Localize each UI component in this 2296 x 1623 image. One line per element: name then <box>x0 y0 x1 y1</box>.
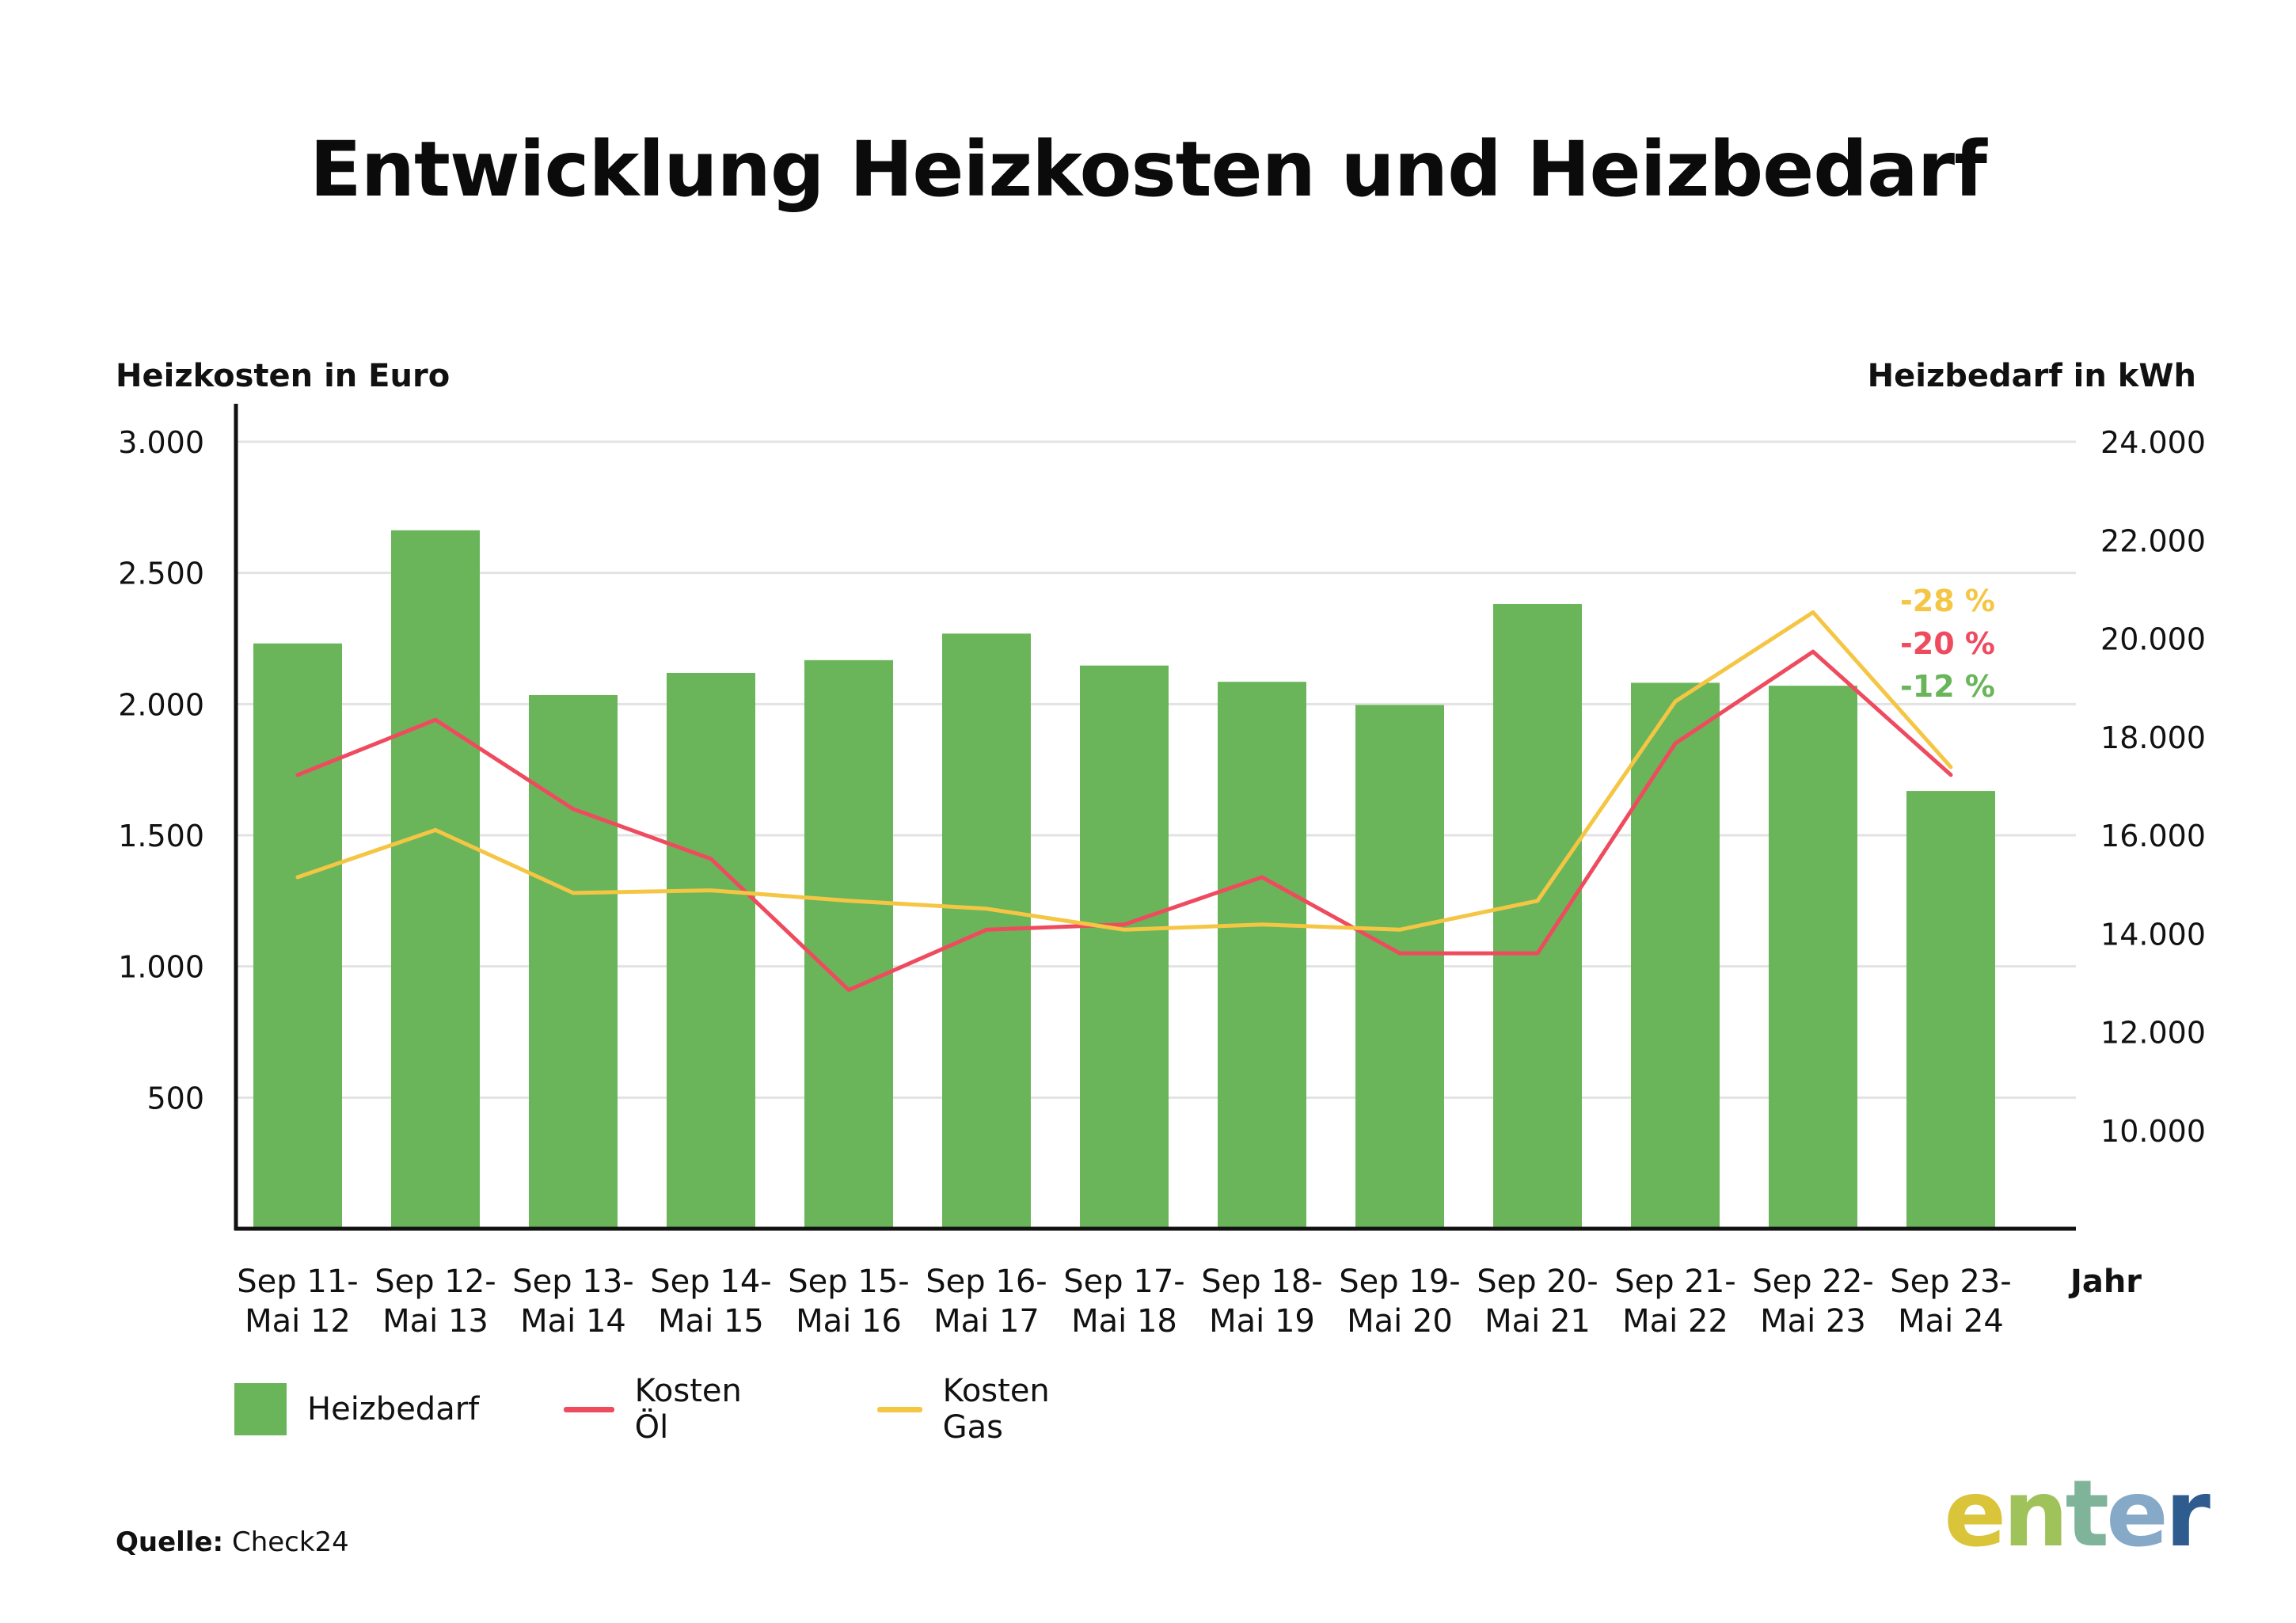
category-label-line2: Mai 15 <box>658 1303 764 1340</box>
legend-item-kosten-gas: Kosten Gas <box>877 1373 1068 1446</box>
legend-swatch-kosten-oel <box>564 1406 614 1412</box>
category-label-line1: Sep 12- <box>374 1264 496 1300</box>
bar-heizbedarf <box>1080 665 1169 1229</box>
right-tick-label: 22.000 <box>2100 523 2206 558</box>
line-series <box>295 610 1953 992</box>
legend-swatch-kosten-gas <box>877 1406 922 1412</box>
enter-logo: enter <box>1944 1461 2210 1568</box>
right-axis-title: Heizbedarf in kWh <box>1867 358 2196 394</box>
bar-heizbedarf <box>804 659 893 1229</box>
bar-series-heizbedarf <box>253 530 1995 1229</box>
line-kosten-oel <box>295 649 1953 992</box>
category-label-line2: Mai 12 <box>245 1303 351 1340</box>
bar-heizbedarf <box>529 694 618 1229</box>
left-axis-title: Heizkosten in Euro <box>116 358 450 394</box>
right-tick-label: 18.000 <box>2100 720 2206 755</box>
right-tick-label: 12.000 <box>2100 1016 2206 1051</box>
category-label-line2: Mai 21 <box>1484 1303 1591 1340</box>
category-label-line1: Sep 16- <box>926 1264 1047 1300</box>
tick-labels: 500 1.000 1.500 2.000 2.500 3.000 10.000 12.000… <box>118 425 2206 1340</box>
category-label-line1: Sep 20- <box>1477 1264 1598 1300</box>
right-tick-label: 20.000 <box>2100 622 2206 657</box>
logo-letter: t <box>2065 1461 2109 1568</box>
left-tick-label: 2.000 <box>118 687 204 722</box>
category-label-line1: Sep 14- <box>650 1264 771 1300</box>
category-label-line1: Sep 23- <box>1890 1264 2011 1300</box>
category-label-line1: Sep 11- <box>237 1264 358 1300</box>
x-axis-title: Jahr <box>2068 1264 2142 1300</box>
legend-label-kosten-gas: Kosten Gas <box>942 1373 1050 1446</box>
bar-heizbedarf <box>1769 686 1857 1229</box>
legend-item-kosten-oel: Kosten Öl <box>564 1373 755 1446</box>
category-label-line2: Mai 19 <box>1209 1303 1315 1340</box>
logo-letter: e <box>1944 1461 2006 1568</box>
line-kosten-gas <box>295 610 1953 932</box>
bar-heizbedarf <box>1218 682 1306 1229</box>
bar-heizbedarf <box>253 643 342 1229</box>
category-label-line1: Sep 21- <box>1614 1264 1735 1300</box>
combo-chart: 500 1.000 1.500 2.000 2.500 3.000 10.000 12.000… <box>118 404 2206 1340</box>
category-label-line1: Sep 19- <box>1339 1264 1460 1300</box>
logo-letter: r <box>2165 1461 2210 1568</box>
category-label-line2: Mai 20 <box>1347 1303 1453 1340</box>
right-tick-label: 24.000 <box>2100 425 2206 460</box>
right-tick-label: 14.000 <box>2100 917 2206 952</box>
category-label-line2: Mai 14 <box>520 1303 626 1340</box>
legend-swatch-heizbedarf <box>234 1383 287 1435</box>
chart-axes <box>234 404 2076 1231</box>
annotation-change: -12 % <box>1900 669 1995 704</box>
logo-letter: n <box>2003 1461 2069 1568</box>
bar-heizbedarf <box>667 672 755 1229</box>
bar-heizbedarf <box>1355 705 1444 1229</box>
category-label-line1: Sep 18- <box>1201 1264 1322 1300</box>
category-label-line2: Mai 17 <box>933 1303 1040 1340</box>
category-label-line2: Mai 24 <box>1898 1303 2004 1340</box>
category-label-line2: Mai 22 <box>1622 1303 1728 1340</box>
left-tick-label: 500 <box>146 1081 204 1116</box>
chart-title: Entwicklung Heizkosten und Heizbedarf <box>310 125 1987 214</box>
annotation-change: -28 % <box>1900 583 1995 618</box>
source-value: Check24 <box>231 1526 349 1558</box>
bar-heizbedarf <box>1906 791 1995 1229</box>
category-label-line1: Sep 13- <box>512 1264 633 1300</box>
legend-label-kosten-oel: Kosten Öl <box>634 1373 742 1446</box>
category-label-line2: Mai 18 <box>1071 1303 1177 1340</box>
category-label-line1: Sep 22- <box>1752 1264 1873 1300</box>
bar-heizbedarf <box>391 530 480 1229</box>
category-label-line2: Mai 23 <box>1760 1303 1866 1340</box>
annotation-change: -20 % <box>1900 626 1995 661</box>
source-label: Quelle: <box>116 1526 224 1558</box>
left-tick-label: 3.000 <box>118 425 204 460</box>
category-label-line2: Mai 16 <box>796 1303 902 1340</box>
left-tick-label: 1.500 <box>118 819 204 853</box>
category-label-line1: Sep 15- <box>788 1264 909 1300</box>
right-tick-label: 10.000 <box>2100 1114 2206 1149</box>
legend-item-heizbedarf: Heizbedarf <box>234 1382 479 1437</box>
right-tick-label: 16.000 <box>2100 819 2206 853</box>
bar-heizbedarf <box>1493 604 1582 1229</box>
left-tick-label: 2.500 <box>118 557 204 591</box>
category-label-line2: Mai 13 <box>382 1303 488 1340</box>
category-label-line1: Sep 17- <box>1063 1264 1184 1300</box>
bar-heizbedarf <box>1631 682 1720 1229</box>
logo-letter: e <box>2106 1461 2169 1568</box>
source-note: Quelle: Check24 <box>116 1526 349 1558</box>
annotations: -28 % -20 % -12 % <box>1900 583 1995 704</box>
legend-label-heizbedarf: Heizbedarf <box>307 1391 480 1427</box>
left-tick-label: 1.000 <box>118 950 204 985</box>
